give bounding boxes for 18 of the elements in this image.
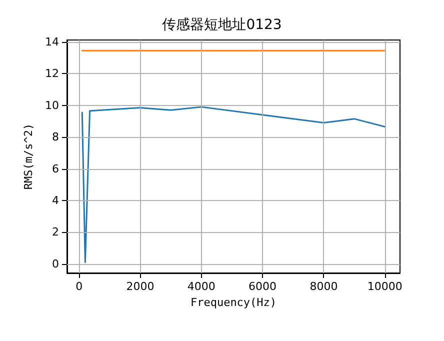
x-tick-label: 8000 (310, 280, 338, 293)
line-series (81, 106, 386, 264)
y-tick-label: 10 (45, 98, 59, 112)
y-tick-label: 14 (45, 35, 59, 48)
chart-title: 传感器短地址0123 (162, 17, 282, 33)
y-axis-title: RMS(m/s^2) (22, 123, 36, 190)
y-tick-label: 12 (45, 67, 59, 80)
y-tick-label: 4 (52, 194, 59, 208)
x-tick-label: 10000 (367, 280, 402, 293)
x-tick-label: 6000 (248, 280, 277, 293)
x-tick-label: 0 (76, 280, 83, 293)
x-tick-label: 4000 (187, 280, 216, 293)
y-tick-label: 6 (52, 162, 59, 176)
y-tick-label: 2 (52, 226, 59, 239)
y-tick-label: 0 (52, 257, 59, 270)
x-tick-label: 2000 (126, 280, 154, 293)
y-tick-label: 8 (52, 130, 59, 144)
x-axis-title: Frequency(Hz) (190, 296, 277, 309)
